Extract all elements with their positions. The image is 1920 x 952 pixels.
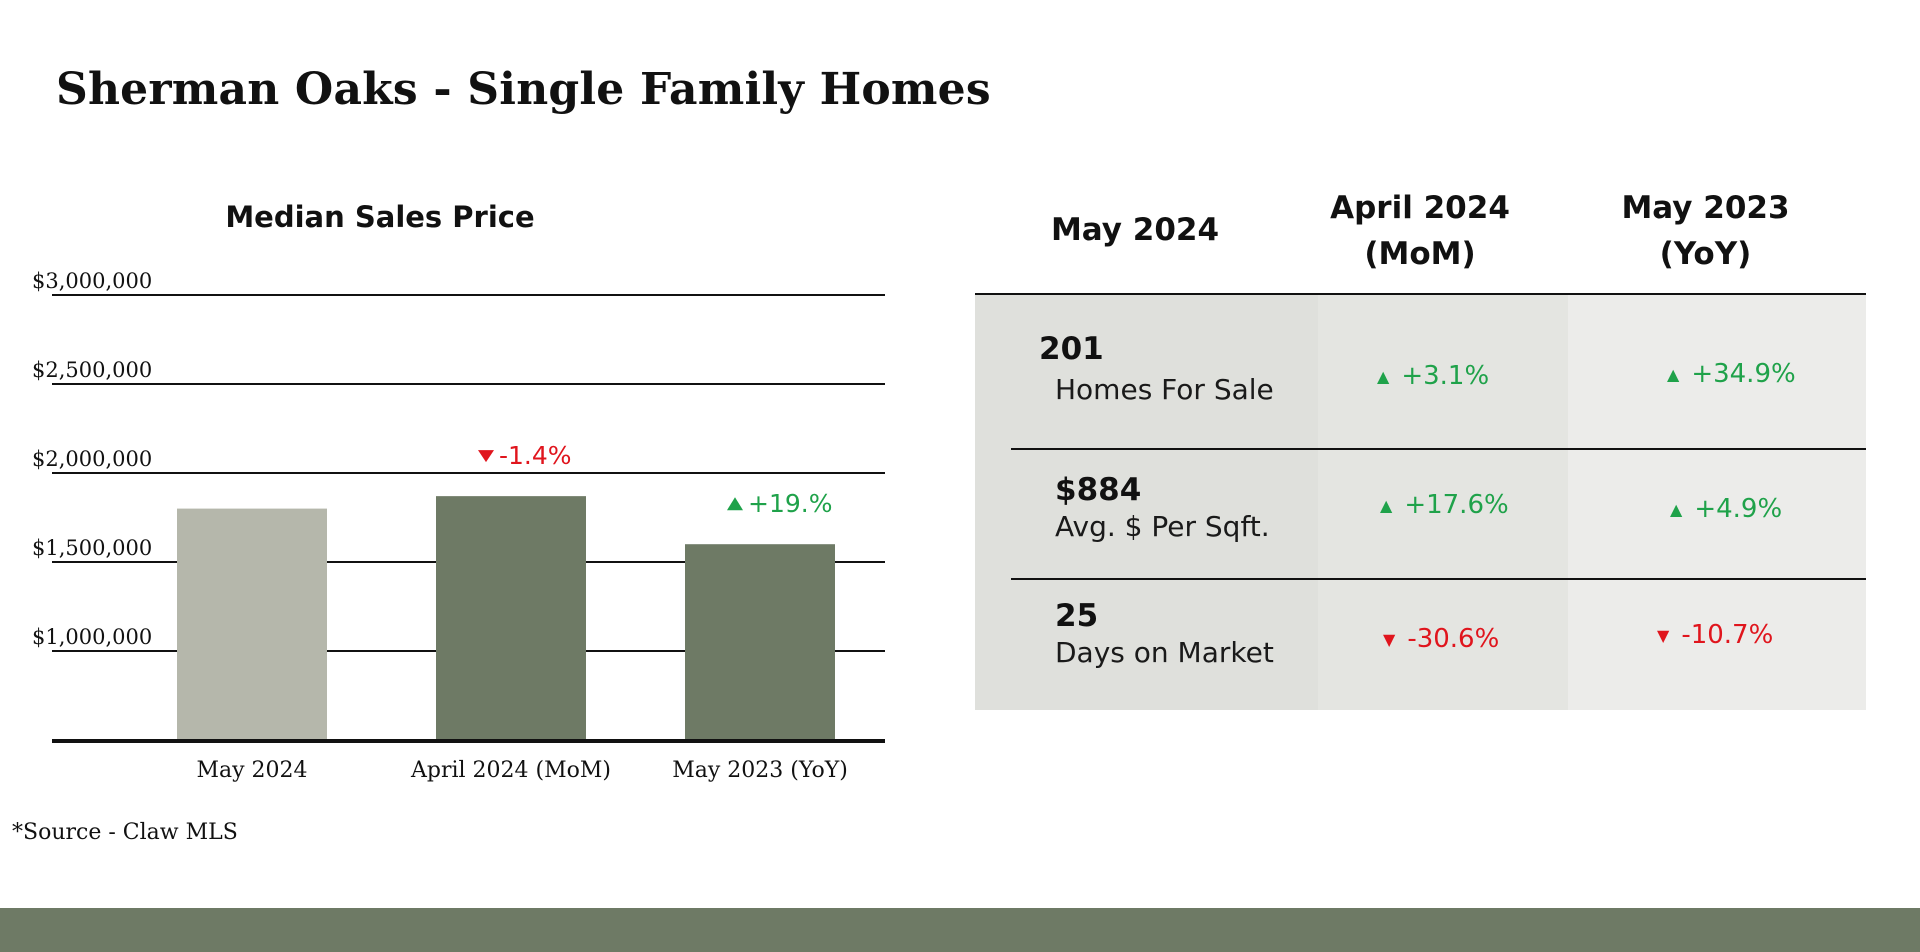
header-mom-line2: (MoM) (1364, 236, 1476, 272)
yoy-change: ▲ +34.9% (1667, 359, 1796, 389)
mom-change: ▲ +17.6% (1380, 490, 1509, 520)
stats-table: May 2024 April 2024 (MoM) May 2023 (YoY)… (975, 185, 1866, 710)
median-sales-price-chart: Median Sales Price $1,000,000 $1,500,000 $2… (32, 200, 885, 783)
bar-annotation: -1.4% (499, 441, 572, 470)
table-body: 201 Homes For Sale ▲ +3.1% ▲ +34.9% $884 A… (975, 295, 1866, 710)
mom-change: ▲ +3.1% (1377, 361, 1489, 391)
chart-title: Median Sales Price (225, 200, 534, 234)
yoy-change: ▲ +4.9% (1670, 494, 1782, 524)
header-divider (975, 293, 1866, 295)
source-note: *Source - Claw MLS (12, 820, 238, 845)
mom-change-text: +3.1% (1401, 361, 1490, 391)
header-mom-line1: April 2024 (1330, 190, 1510, 226)
change-arrow-icon: ▲ (1667, 365, 1680, 384)
yoy-change-text: -10.7% (1681, 620, 1774, 650)
yoy-change: ▼ -10.7% (1657, 620, 1773, 650)
header-yoy-line1: May 2023 (1621, 190, 1790, 226)
column-background-mom (1318, 295, 1568, 710)
y-tick-label: $1,000,000 (32, 625, 152, 649)
column-background-current (975, 295, 1318, 710)
change-arrow-icon (478, 450, 494, 463)
yoy-change-text: +4.9% (1694, 494, 1783, 524)
y-tick-label: $2,500,000 (32, 358, 152, 382)
change-arrow-icon: ▲ (1380, 496, 1393, 515)
header-current: May 2024 (975, 207, 1295, 253)
row-divider (1011, 448, 1866, 450)
x-tick-label: April 2024 (MoM) (410, 758, 611, 783)
column-background-yoy (1568, 295, 1866, 710)
mom-change: ▼ -30.6% (1383, 624, 1499, 654)
page-title: Sherman Oaks - Single Family Homes (56, 64, 991, 115)
mom-change-text: +17.6% (1404, 490, 1509, 520)
header-mom: April 2024 (MoM) (1295, 185, 1545, 277)
header-current-line1: May 2024 (1050, 212, 1220, 248)
row-label: Avg. $ Per Sqft. (1055, 510, 1270, 543)
x-tick-label: May 2023 (YoY) (672, 758, 848, 783)
bar (436, 496, 586, 740)
yoy-change-text: +34.9% (1691, 359, 1796, 389)
bar-annotation: +19.% (748, 489, 832, 518)
row-label: Days on Market (1055, 636, 1274, 669)
change-arrow-icon: ▼ (1383, 630, 1396, 649)
change-arrow-icon: ▲ (1377, 367, 1390, 386)
bar (685, 544, 835, 740)
row-divider (1011, 578, 1866, 580)
header-yoy-line2: (YoY) (1659, 236, 1752, 272)
header-yoy: May 2023 (YoY) (1545, 185, 1866, 277)
change-arrow-icon: ▲ (1670, 500, 1683, 519)
change-arrow-icon (727, 497, 743, 511)
y-tick-label: $3,000,000 (32, 269, 152, 293)
y-tick-label: $2,000,000 (32, 447, 152, 471)
row-value: 201 (1039, 331, 1104, 367)
bar (177, 508, 327, 740)
footer-band (0, 908, 1920, 952)
mom-change-text: -30.6% (1407, 624, 1500, 654)
change-arrow-icon: ▼ (1657, 626, 1670, 645)
x-tick-label: May 2024 (196, 758, 307, 783)
table-row-days-on-market: 25 Days on Market ▼ -30.6% ▼ -10.7% (975, 580, 1866, 710)
table-header: May 2024 April 2024 (MoM) May 2023 (YoY) (975, 185, 1866, 295)
row-value: 25 (1055, 598, 1099, 634)
table-row-homes-for-sale: 201 Homes For Sale ▲ +3.1% ▲ +34.9% (975, 295, 1866, 450)
y-tick-label: $1,500,000 (32, 536, 152, 560)
row-value: $884 (1055, 472, 1142, 508)
table-row-avg-price-per-sqft: $884 Avg. $ Per Sqft. ▲ +17.6% ▲ +4.9% (975, 450, 1866, 580)
row-label: Homes For Sale (1055, 373, 1274, 406)
